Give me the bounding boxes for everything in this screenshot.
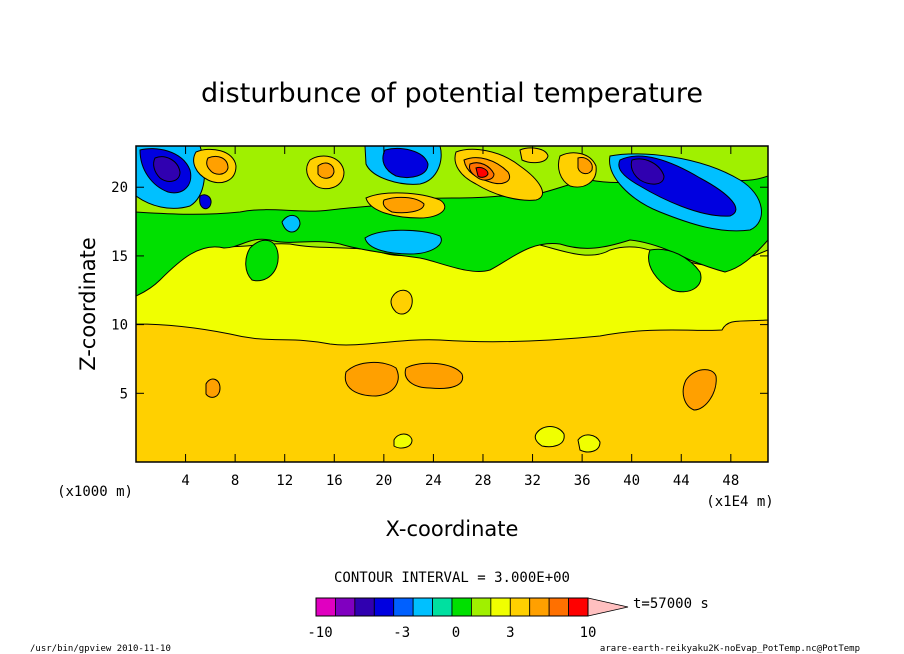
colorbar-swatch bbox=[373, 597, 395, 617]
colorbar bbox=[315, 597, 629, 617]
red-core-4 bbox=[475, 167, 489, 178]
purple-core-3 bbox=[630, 158, 665, 185]
yellow-island bbox=[390, 289, 413, 315]
green-blob-2 bbox=[648, 248, 702, 293]
colorbar-swatch bbox=[412, 597, 433, 617]
orange-core-3 bbox=[382, 196, 425, 214]
colorbar-extend-arrow bbox=[587, 597, 629, 617]
bottom-blob-3 bbox=[577, 434, 601, 453]
colorbar-ticks: -10 -3 0 3 10 bbox=[307, 625, 596, 641]
colorbar-swatch bbox=[509, 597, 531, 617]
x-tick-label: 4 bbox=[181, 473, 189, 489]
x-tick-label: 48 bbox=[722, 473, 739, 489]
blue-core-2 bbox=[382, 148, 429, 178]
orange-core-1 bbox=[206, 155, 229, 175]
colorbar-tick-label: -3 bbox=[393, 625, 410, 641]
colorbar-swatch bbox=[548, 597, 569, 617]
time-text: t=57000 s bbox=[633, 596, 709, 612]
lower-blob-2 bbox=[404, 362, 464, 389]
x-axis: 4 8 12 16 20 24 28 32 36 40 44 48 bbox=[181, 146, 739, 489]
x-tick-label: 24 bbox=[425, 473, 442, 489]
x-tick-label: 40 bbox=[623, 473, 640, 489]
lower-blob-3 bbox=[205, 378, 221, 398]
y-tick-label: 15 bbox=[111, 249, 128, 265]
footer-left: /usr/bin/gpview 2010-11-10 bbox=[30, 644, 171, 654]
y-axis-title: Z-coordinate bbox=[76, 237, 100, 371]
x-axis-title: X-coordinate bbox=[386, 517, 519, 541]
colorbar-swatch bbox=[471, 597, 492, 617]
plot-area bbox=[136, 146, 768, 462]
blue-blob-4 bbox=[199, 194, 212, 210]
colorbar-tick-label: 3 bbox=[506, 625, 514, 641]
colorbar-frame bbox=[315, 597, 589, 617]
y-unit-note: (x1000 m) bbox=[57, 484, 133, 500]
colorbar-tick-label: -10 bbox=[307, 625, 332, 641]
x-unit-note: (x1E4 m) bbox=[706, 494, 773, 510]
colorbar-swatch bbox=[315, 597, 336, 617]
plot-frame bbox=[135, 145, 769, 463]
x-tick-label: 28 bbox=[475, 473, 492, 489]
colorbar-tick-label: 10 bbox=[580, 625, 597, 641]
x-tick-label: 20 bbox=[375, 473, 392, 489]
orange-core-2 bbox=[317, 162, 335, 179]
cyan-patch-1 bbox=[364, 229, 442, 255]
orange-patch-6 bbox=[519, 147, 549, 164]
contour-interval-text: CONTOUR INTERVAL = 3.000E+00 bbox=[334, 570, 570, 586]
green-blob-1 bbox=[245, 239, 279, 282]
x-tick-label: 8 bbox=[231, 473, 239, 489]
lower-blob-4 bbox=[682, 369, 717, 411]
lower-blob-1 bbox=[344, 362, 399, 397]
y-tick-label: 10 bbox=[111, 318, 128, 334]
cyan-patch-2 bbox=[281, 215, 301, 233]
colorbar-swatch bbox=[432, 597, 453, 617]
x-tick-label: 12 bbox=[276, 473, 293, 489]
colorbar-swatch bbox=[393, 597, 414, 617]
x-tick-label: 36 bbox=[574, 473, 591, 489]
colorbar-swatch bbox=[451, 597, 472, 617]
y-axis: 5 10 15 20 bbox=[111, 180, 768, 402]
footer-right: arare-earth-reikyaku2K-noEvap_PotTemp.nc… bbox=[600, 644, 860, 654]
colorbar-swatch bbox=[490, 597, 511, 617]
x-tick-label: 32 bbox=[524, 473, 541, 489]
bottom-blob-2 bbox=[534, 426, 565, 448]
colorbar-swatch bbox=[335, 597, 356, 617]
bottom-blob-1 bbox=[393, 433, 413, 449]
x-tick-label: 16 bbox=[326, 473, 343, 489]
x-tick-label: 44 bbox=[673, 473, 690, 489]
colorbar-swatch bbox=[354, 597, 375, 617]
orange-core-5 bbox=[577, 157, 593, 175]
colorbar-swatch bbox=[529, 597, 550, 617]
colorbar-swatch bbox=[568, 597, 589, 617]
colorbar-tick-label: 0 bbox=[452, 625, 460, 641]
y-tick-label: 5 bbox=[120, 386, 128, 402]
chart-title: disturbunce of potential temperature bbox=[201, 78, 703, 109]
y-tick-label: 20 bbox=[111, 180, 128, 196]
purple-core-1 bbox=[153, 156, 181, 182]
